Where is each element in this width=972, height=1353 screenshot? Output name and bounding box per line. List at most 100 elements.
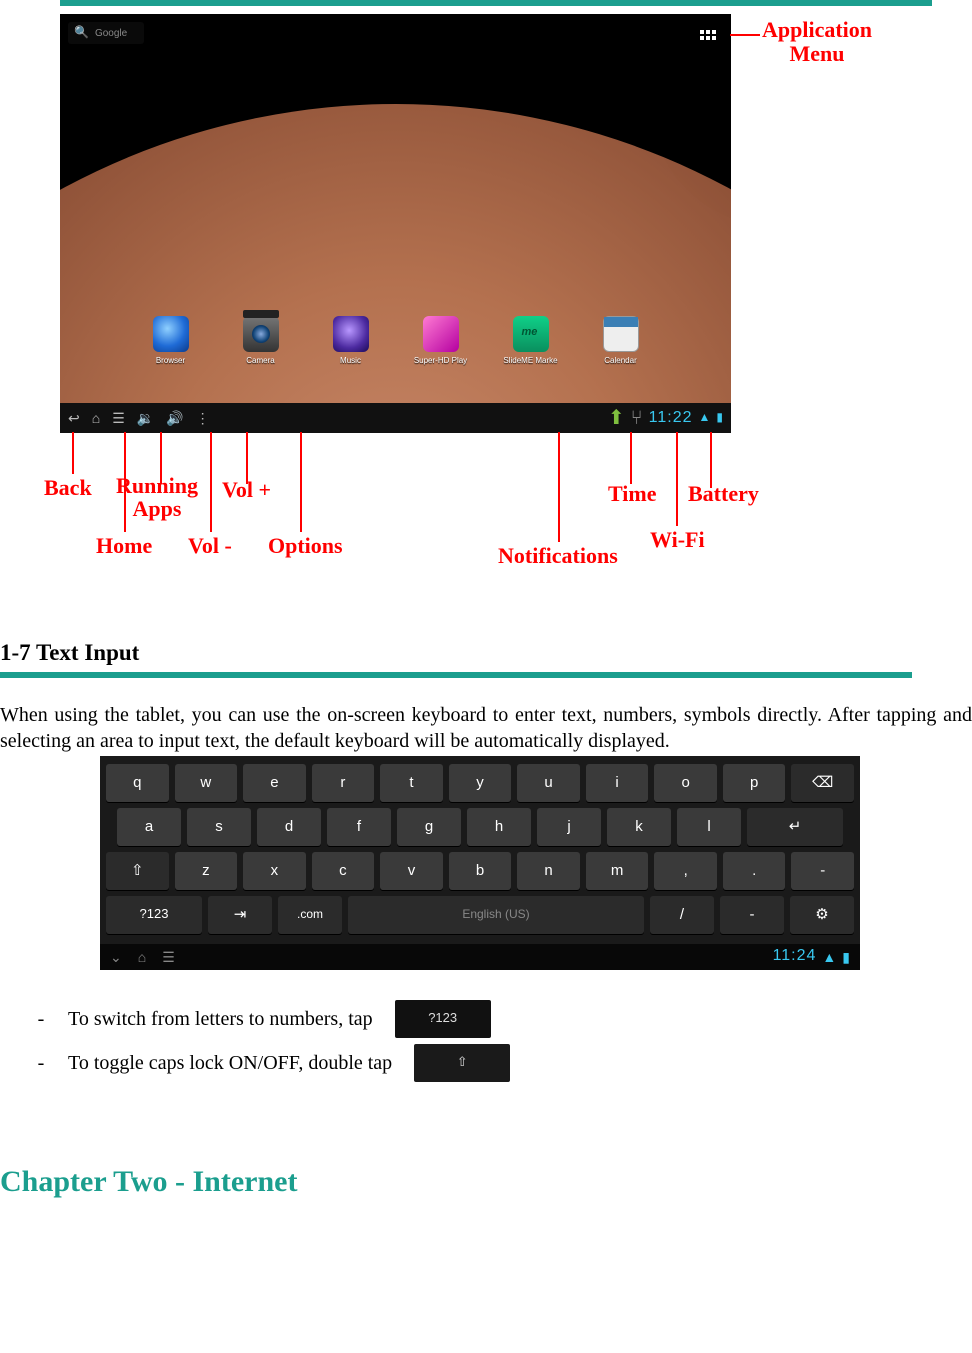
keyboard-screenshot: q w e r t y u i o p ⌫ a s d f g h j k l … [100, 756, 860, 970]
key-k[interactable]: k [607, 808, 671, 846]
key-r[interactable]: r [312, 764, 375, 802]
key-slash[interactable]: / [650, 896, 714, 934]
keyboard-row-3: ⇧ z x c v b n m , . - [106, 852, 854, 890]
key-d[interactable]: d [257, 808, 321, 846]
callout-notifications: Notifications [498, 542, 618, 571]
key-t[interactable]: t [380, 764, 443, 802]
vol-down-icon[interactable]: 🔉 [137, 409, 154, 427]
home-icon[interactable]: ⌂ [92, 409, 100, 427]
chapter-two-heading: Chapter Two - Internet [0, 1162, 972, 1201]
key-c[interactable]: c [312, 852, 375, 890]
app-calendar[interactable]: Calendar [591, 316, 651, 366]
kb-home-icon[interactable]: ⌂ [138, 948, 146, 966]
key-dash2[interactable]: - [720, 896, 784, 934]
key-g[interactable]: g [397, 808, 461, 846]
callout-time: Time [608, 480, 656, 509]
key-h[interactable]: h [467, 808, 531, 846]
key-shift[interactable]: ⇧ [106, 852, 169, 890]
key-o[interactable]: o [654, 764, 717, 802]
kb-battery-icon: ▮ [842, 948, 850, 966]
key-a[interactable]: a [117, 808, 181, 846]
key-dash[interactable]: - [791, 852, 854, 890]
key-y[interactable]: y [449, 764, 512, 802]
key-space[interactable]: English (US) [348, 896, 644, 934]
app-slideme[interactable]: SlideME Marke [501, 316, 561, 366]
key-settings[interactable]: ⚙ [790, 896, 854, 934]
wallpaper-mars: 🔍 Google Browser Camera Music Super-HD P… [60, 14, 731, 404]
usb-icon: ⑂ [631, 405, 643, 431]
kb-back-icon[interactable]: ⌄ [110, 948, 122, 966]
app-superhd[interactable]: Super-HD Play [411, 316, 471, 366]
vol-up-icon[interactable]: 🔊 [166, 409, 183, 427]
recent-apps-icon[interactable]: ☰ [112, 409, 125, 427]
callout-app-menu: Application Menu [762, 18, 872, 66]
google-search-widget[interactable]: 🔍 Google [68, 22, 144, 44]
key-tab[interactable]: ⇥ [208, 896, 272, 934]
section-1-7-paragraph: When using the tablet, you can use the o… [0, 702, 972, 754]
google-label: Google [95, 27, 127, 40]
callout-vol-plus: Vol + [222, 476, 271, 505]
callout-running-apps: Running Apps [116, 474, 198, 520]
divider-top [60, 0, 932, 6]
keyboard-row-4: ?123 ⇥ .com English (US) / - ⚙ [106, 896, 854, 934]
divider-section [0, 672, 912, 678]
key-z[interactable]: z [175, 852, 238, 890]
key-comma[interactable]: , [654, 852, 717, 890]
key-l[interactable]: l [677, 808, 741, 846]
tip-1-text: To switch from letters to numbers, tap [68, 1006, 373, 1032]
inline-key-shift: ⇧ [414, 1044, 510, 1082]
callout-vol-minus: Vol - [188, 532, 232, 561]
callout-wifi: Wi-Fi [650, 526, 705, 555]
key-m[interactable]: m [586, 852, 649, 890]
key-x[interactable]: x [243, 852, 306, 890]
app-music[interactable]: Music [321, 316, 381, 366]
key-n[interactable]: n [517, 852, 580, 890]
system-navbar: ↩ ⌂ ☰ 🔉 🔊 ⋮ ⬆ ⑂ 11:22 ▲ ▮ [60, 403, 731, 433]
key-u[interactable]: u [517, 764, 580, 802]
callout-battery: Battery [688, 480, 759, 509]
key-q[interactable]: q [106, 764, 169, 802]
callout-line [730, 34, 760, 36]
section-1-7-title: 1-7 Text Input [0, 638, 972, 668]
key-f[interactable]: f [327, 808, 391, 846]
callout-back: Back [44, 474, 92, 503]
tip-2-text: To toggle caps lock ON/OFF, double tap [68, 1050, 392, 1076]
app-camera[interactable]: Camera [231, 316, 291, 366]
key-s[interactable]: s [187, 808, 251, 846]
key-p[interactable]: p [723, 764, 786, 802]
kb-wifi-icon: ▲ [822, 948, 836, 966]
callout-options: Options [268, 532, 343, 561]
tip-2: - To toggle caps lock ON/OFF, double tap… [36, 1044, 972, 1082]
back-icon[interactable]: ↩ [68, 409, 80, 427]
slideme-icon [513, 316, 549, 352]
keyboard-navbar: ⌄ ⌂ ☰ 11:24 ▲ ▮ [100, 944, 860, 970]
kb-time: 11:24 [773, 946, 817, 967]
key-b[interactable]: b [449, 852, 512, 890]
clock-time: 11:22 [649, 408, 693, 429]
key-backspace[interactable]: ⌫ [791, 764, 854, 802]
keyboard-row-1: q w e r t y u i o p ⌫ [106, 764, 854, 802]
key-enter[interactable]: ↵ [747, 808, 843, 846]
inline-key-symbols: ?123 [395, 1000, 491, 1038]
app-browser[interactable]: Browser [141, 316, 201, 366]
callout-home: Home [96, 532, 152, 561]
key-symbols[interactable]: ?123 [106, 896, 202, 934]
key-v[interactable]: v [380, 852, 443, 890]
app-menu-button[interactable] [695, 22, 721, 48]
key-j[interactable]: j [537, 808, 601, 846]
key-dotcom[interactable]: .com [278, 896, 342, 934]
key-period[interactable]: . [723, 852, 786, 890]
key-e[interactable]: e [243, 764, 306, 802]
play-icon [423, 316, 459, 352]
keyboard-row-2: a s d f g h j k l ↵ [106, 808, 854, 846]
notification-icon[interactable]: ⬆ [608, 405, 625, 431]
music-icon [333, 316, 369, 352]
key-w[interactable]: w [175, 764, 238, 802]
tips-list: - To switch from letters to numbers, tap… [36, 1000, 972, 1082]
tip-1: - To switch from letters to numbers, tap… [36, 1000, 972, 1038]
kb-recent-icon[interactable]: ☰ [162, 948, 175, 966]
options-icon[interactable]: ⋮ [196, 409, 210, 427]
app-dock: Browser Camera Music Super-HD Play Slide… [60, 316, 731, 366]
browser-icon [153, 316, 189, 352]
key-i[interactable]: i [586, 764, 649, 802]
